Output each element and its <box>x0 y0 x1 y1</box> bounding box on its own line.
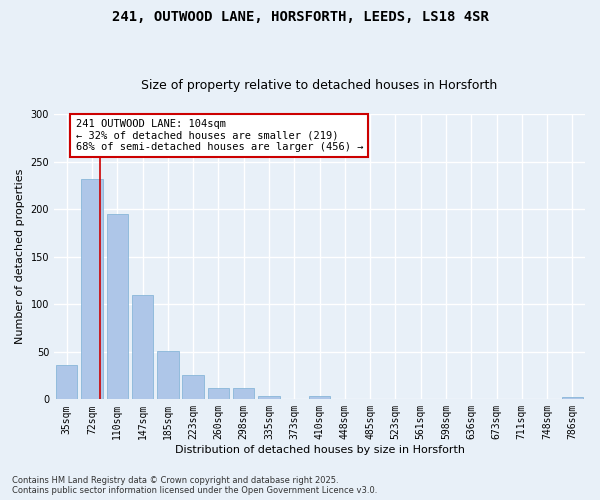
Y-axis label: Number of detached properties: Number of detached properties <box>15 169 25 344</box>
Bar <box>258 396 280 400</box>
Bar <box>157 351 179 400</box>
Bar <box>56 365 77 400</box>
X-axis label: Distribution of detached houses by size in Horsforth: Distribution of detached houses by size … <box>175 445 464 455</box>
Bar <box>233 388 254 400</box>
Bar <box>107 214 128 400</box>
Text: 241 OUTWOOD LANE: 104sqm
← 32% of detached houses are smaller (219)
68% of semi-: 241 OUTWOOD LANE: 104sqm ← 32% of detach… <box>76 119 363 152</box>
Bar <box>309 396 330 400</box>
Bar <box>182 374 204 400</box>
Bar <box>562 398 583 400</box>
Title: Size of property relative to detached houses in Horsforth: Size of property relative to detached ho… <box>142 79 497 92</box>
Bar <box>81 178 103 400</box>
Text: 241, OUTWOOD LANE, HORSFORTH, LEEDS, LS18 4SR: 241, OUTWOOD LANE, HORSFORTH, LEEDS, LS1… <box>112 10 488 24</box>
Text: Contains HM Land Registry data © Crown copyright and database right 2025.
Contai: Contains HM Land Registry data © Crown c… <box>12 476 377 495</box>
Bar <box>132 294 153 400</box>
Bar <box>208 388 229 400</box>
